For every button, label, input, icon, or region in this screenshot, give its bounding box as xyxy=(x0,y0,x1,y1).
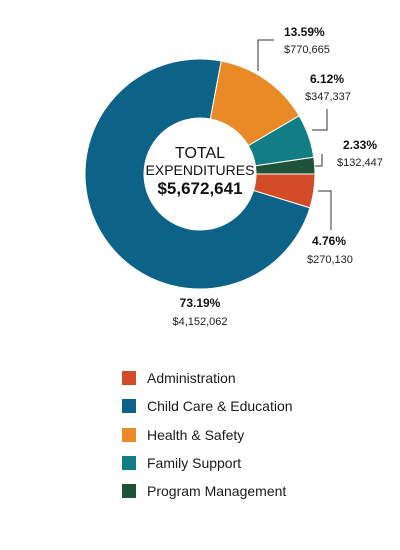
child-care-education-percent: 73.19% xyxy=(180,296,221,310)
program-management-amount: $132,447 xyxy=(337,157,383,169)
leader-line-family-support xyxy=(312,109,328,131)
center-total-value: $5,672,641 xyxy=(157,179,242,198)
slice-child-care-education xyxy=(84,58,311,290)
health-safety-amount: $770,665 xyxy=(284,44,330,56)
legend-label: Health & Safety xyxy=(147,426,245,443)
legend-label: Child Care & Education xyxy=(147,398,293,415)
leader-line-program-management xyxy=(315,154,323,167)
legend-swatch xyxy=(122,427,136,442)
administration-percent: 4.76% xyxy=(312,234,346,248)
legend-swatch xyxy=(122,456,136,471)
legend-item: Health & Safety xyxy=(122,421,293,449)
legend-label: Administration xyxy=(147,370,236,387)
program-management-percent: 2.33% xyxy=(343,138,377,152)
legend-swatch xyxy=(122,371,136,386)
center-expenditures-label: EXPENDITURES xyxy=(146,162,255,178)
administration-amount: $270,130 xyxy=(307,254,353,266)
leader-line-health-safety xyxy=(257,39,274,71)
legend-label: Program Management xyxy=(147,483,287,500)
legend-item: Family Support xyxy=(122,449,293,477)
legend-label: Family Support xyxy=(147,455,242,472)
child-care-education-amount: $4,152,062 xyxy=(172,316,227,328)
legend-swatch xyxy=(122,484,136,499)
legend-item: Program Management xyxy=(122,477,293,505)
chart-legend: Administration Child Care & Education He… xyxy=(122,364,293,505)
legend-item: Administration xyxy=(122,364,293,392)
legend-item: Child Care & Education xyxy=(122,392,293,420)
slice-program-management xyxy=(254,156,316,175)
legend-swatch xyxy=(122,399,136,414)
family-support-amount: $347,337 xyxy=(305,91,351,103)
leader-line-administration xyxy=(318,190,332,230)
family-support-percent: 6.12% xyxy=(310,72,344,86)
health-safety-percent: 13.59% xyxy=(284,25,325,39)
donut-chart: TOTAL EXPENDITURES $5,672,641 13.59% $77… xyxy=(84,25,383,328)
center-total-label: TOTAL xyxy=(175,145,225,162)
